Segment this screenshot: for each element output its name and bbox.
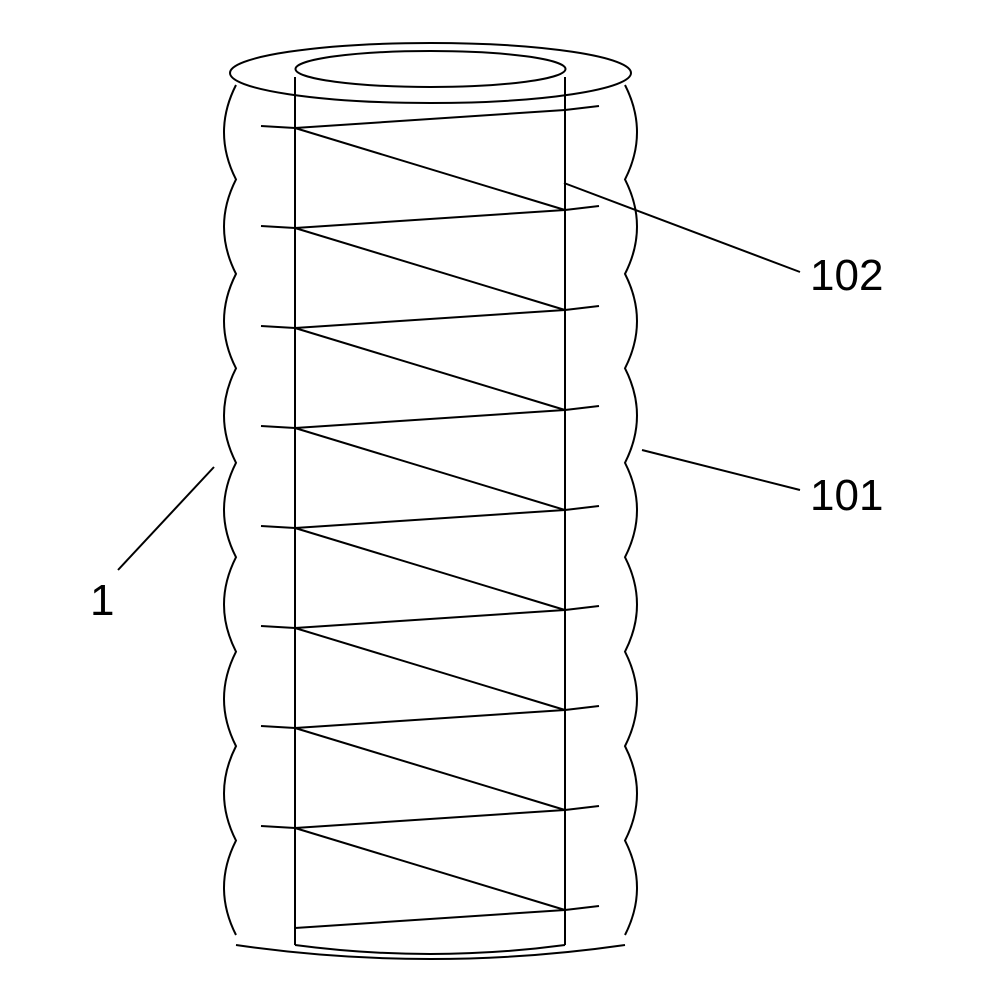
inner-bottom-arc — [295, 945, 565, 954]
label-102: 102 — [810, 251, 883, 300]
inner-top-ellipse — [296, 51, 566, 87]
outer-coil-right — [625, 85, 637, 935]
outer-coil-left — [224, 85, 236, 935]
helix-lines — [261, 106, 599, 928]
label-102-leader — [564, 183, 800, 272]
label-101-leader — [642, 450, 800, 490]
label-1: 1 — [90, 576, 114, 625]
label-1-leader — [118, 467, 214, 570]
label-101: 101 — [810, 471, 883, 520]
spring-diagram: 1 101 102 — [0, 0, 1000, 996]
outer-bottom-arc — [236, 945, 625, 959]
